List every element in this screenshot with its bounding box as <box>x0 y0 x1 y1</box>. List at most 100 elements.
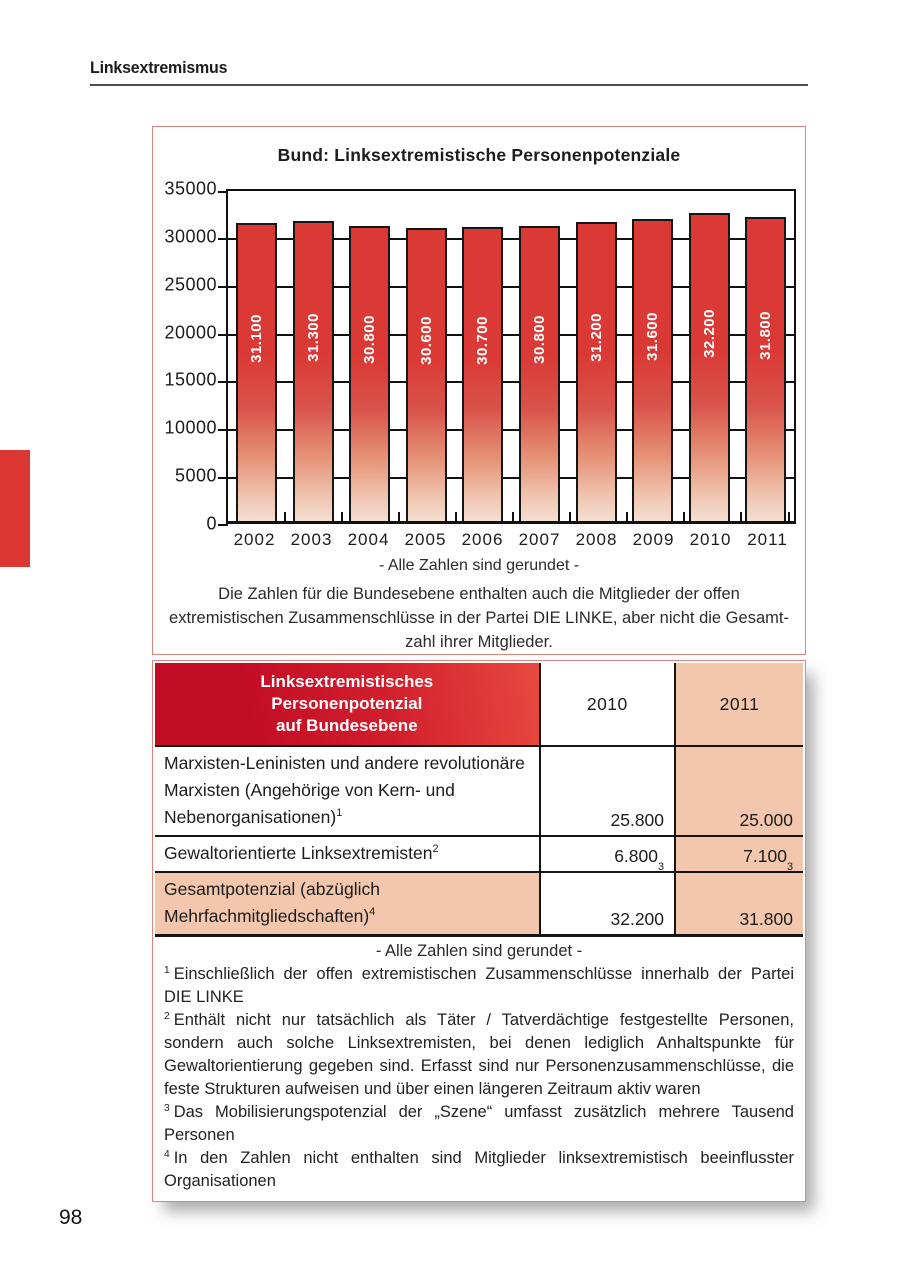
x-tick <box>683 512 685 521</box>
y-tick <box>218 285 228 288</box>
x-tick <box>740 512 742 521</box>
bar-value-label: 30.800 <box>530 315 548 364</box>
chart-caption: Die Zahlen für die Bundesebene enthalten… <box>161 582 797 654</box>
y-axis-labels: 35000 30000 25000 20000 15000 10000 5000 0 <box>153 179 217 534</box>
y-tick <box>218 333 228 336</box>
footnote-marker: 2 <box>164 1010 170 1022</box>
value-2011: 7.100 3 <box>674 837 803 873</box>
bar: 30.700 <box>462 227 504 521</box>
value-2010: 6.800 3 <box>538 837 675 873</box>
y-tick-label: 35000 <box>164 178 217 199</box>
y-tick <box>218 429 228 432</box>
y-tick <box>218 477 228 480</box>
rounded-note: - Alle Zahlen sind gerundet - <box>378 557 580 574</box>
header-rule <box>90 84 808 86</box>
x-tick <box>341 512 343 521</box>
bar: 30.600 <box>405 228 447 521</box>
y-tick-label: 0 <box>206 513 217 534</box>
gridline <box>228 477 794 480</box>
footnote-marker: 3 <box>164 1102 170 1114</box>
bar: 31.800 <box>745 217 787 521</box>
col-header-2010: 2010 <box>538 663 675 747</box>
x-axis-labels: 2002 2003 2004 2005 2006 2007 2008 2009 2010 2011 <box>226 530 796 550</box>
row-label: Marxisten-Leninisten und andere revoluti… <box>155 747 539 837</box>
bar-slot: 30.600 <box>398 191 455 521</box>
x-tick <box>569 512 571 521</box>
x-year-label: 2007 <box>518 530 561 549</box>
plot-area: 31.100 31.300 30.800 30.600 30.700 30.800 31.2… <box>218 189 796 526</box>
bar-value-label: 31.600 <box>644 311 662 361</box>
y-tick-label: 30000 <box>164 226 217 247</box>
table-header-title: Linksextremistisches Personenpotenzial a… <box>155 663 539 747</box>
bar-slot: 30.800 <box>341 191 398 521</box>
page-header-title: Linksextremismus <box>90 58 228 77</box>
y-tick <box>218 191 228 193</box>
bars-row: 31.100 31.300 30.800 30.600 30.700 30.800 31.2… <box>228 191 794 521</box>
bar: 30.800 <box>518 226 560 521</box>
footnote-text: In den Zahlen nicht enthalten sind Mitgl… <box>164 1149 794 1190</box>
bar-slot: 31.200 <box>568 191 625 521</box>
x-tick <box>788 512 790 521</box>
bar-value-label: 31.800 <box>757 310 775 360</box>
gridline <box>228 381 794 384</box>
bar: 31.100 <box>236 223 277 521</box>
gridline <box>228 237 794 240</box>
x-tick <box>512 512 514 521</box>
y-tick-label: 25000 <box>164 274 217 295</box>
y-tick-label: 5000 <box>174 465 217 486</box>
footnote-text: Das Mobilisierungspotenzial der „Szene“ … <box>164 1103 794 1144</box>
bar-value-label: 31.200 <box>587 313 605 362</box>
x-tick <box>626 512 628 521</box>
page-number: 98 <box>59 1206 83 1229</box>
x-year-label: 2008 <box>575 530 618 549</box>
x-year-label: 2011 <box>747 530 788 549</box>
footnote-text: Enthält nicht nur tatsächlich als Täter … <box>164 1011 794 1098</box>
x-year-label: 2009 <box>632 530 675 549</box>
x-tick <box>398 512 400 521</box>
footnote-marker: 1 <box>164 964 170 976</box>
bar-slot: 31.800 <box>737 191 794 521</box>
bar-slot: 31.600 <box>624 191 681 521</box>
gridline <box>228 333 794 336</box>
x-year-label: 2005 <box>404 530 447 549</box>
bar: 31.600 <box>632 219 674 521</box>
bar-slot: 31.100 <box>228 191 285 521</box>
x-tick <box>455 512 457 521</box>
bar-slot: 32.200 <box>681 191 738 521</box>
chart-caption-line: Die Zahlen für die Bundesebene enthalten… <box>218 585 740 603</box>
footnote: 4 In den Zahlen nicht enthalten sind Mitg… <box>164 1147 794 1193</box>
chapter-side-tab <box>0 450 30 567</box>
x-year-label: 2010 <box>689 530 732 549</box>
value-2011: 25.000 <box>674 747 803 837</box>
gridline <box>228 429 794 432</box>
bar: 31.300 <box>292 221 334 521</box>
bar: 30.800 <box>349 226 391 521</box>
bar-value-label: 30.700 <box>474 315 492 365</box>
value-2010: 25.800 <box>538 747 675 837</box>
y-tick-label: 15000 <box>164 369 217 390</box>
chart-caption-line: zahl ihrer Mitglieder. <box>405 633 553 651</box>
bar-slot: 30.800 <box>511 191 568 521</box>
bar: 31.200 <box>575 222 617 521</box>
bar-slot: 31.300 <box>285 191 342 521</box>
y-tick-label: 10000 <box>164 417 217 438</box>
bar: 32.200 <box>688 213 730 521</box>
chart-title: Bund: Linksextremistische Personenpotenz… <box>277 145 681 165</box>
y-tick <box>218 524 228 526</box>
col-header-2011: 2011 <box>674 663 803 747</box>
bar-value-label: 31.300 <box>304 312 322 362</box>
chart-box: Bund: Linksextremistische Personenpotenz… <box>152 126 806 655</box>
footnote: 1 Einschließlich der offen extremistische… <box>164 963 794 1009</box>
bar-value-label: 30.800 <box>361 315 379 364</box>
x-tick <box>284 512 286 521</box>
value-2010: 32.200 <box>538 873 675 937</box>
value-2011: 31.800 <box>674 873 803 937</box>
bar-value-label: 32.200 <box>700 308 718 358</box>
row-label: Gesamtpotenzial (abzüglich Mehrfachmitgl… <box>155 873 539 937</box>
table-box: Linksextremistisches Personenpotenzial a… <box>152 660 806 1202</box>
x-year-label: 2003 <box>290 530 333 549</box>
x-year-label: 2002 <box>233 530 276 549</box>
y-tick <box>218 237 228 240</box>
footnote-text: Einschließlich der offen extremistischen… <box>164 965 794 1006</box>
